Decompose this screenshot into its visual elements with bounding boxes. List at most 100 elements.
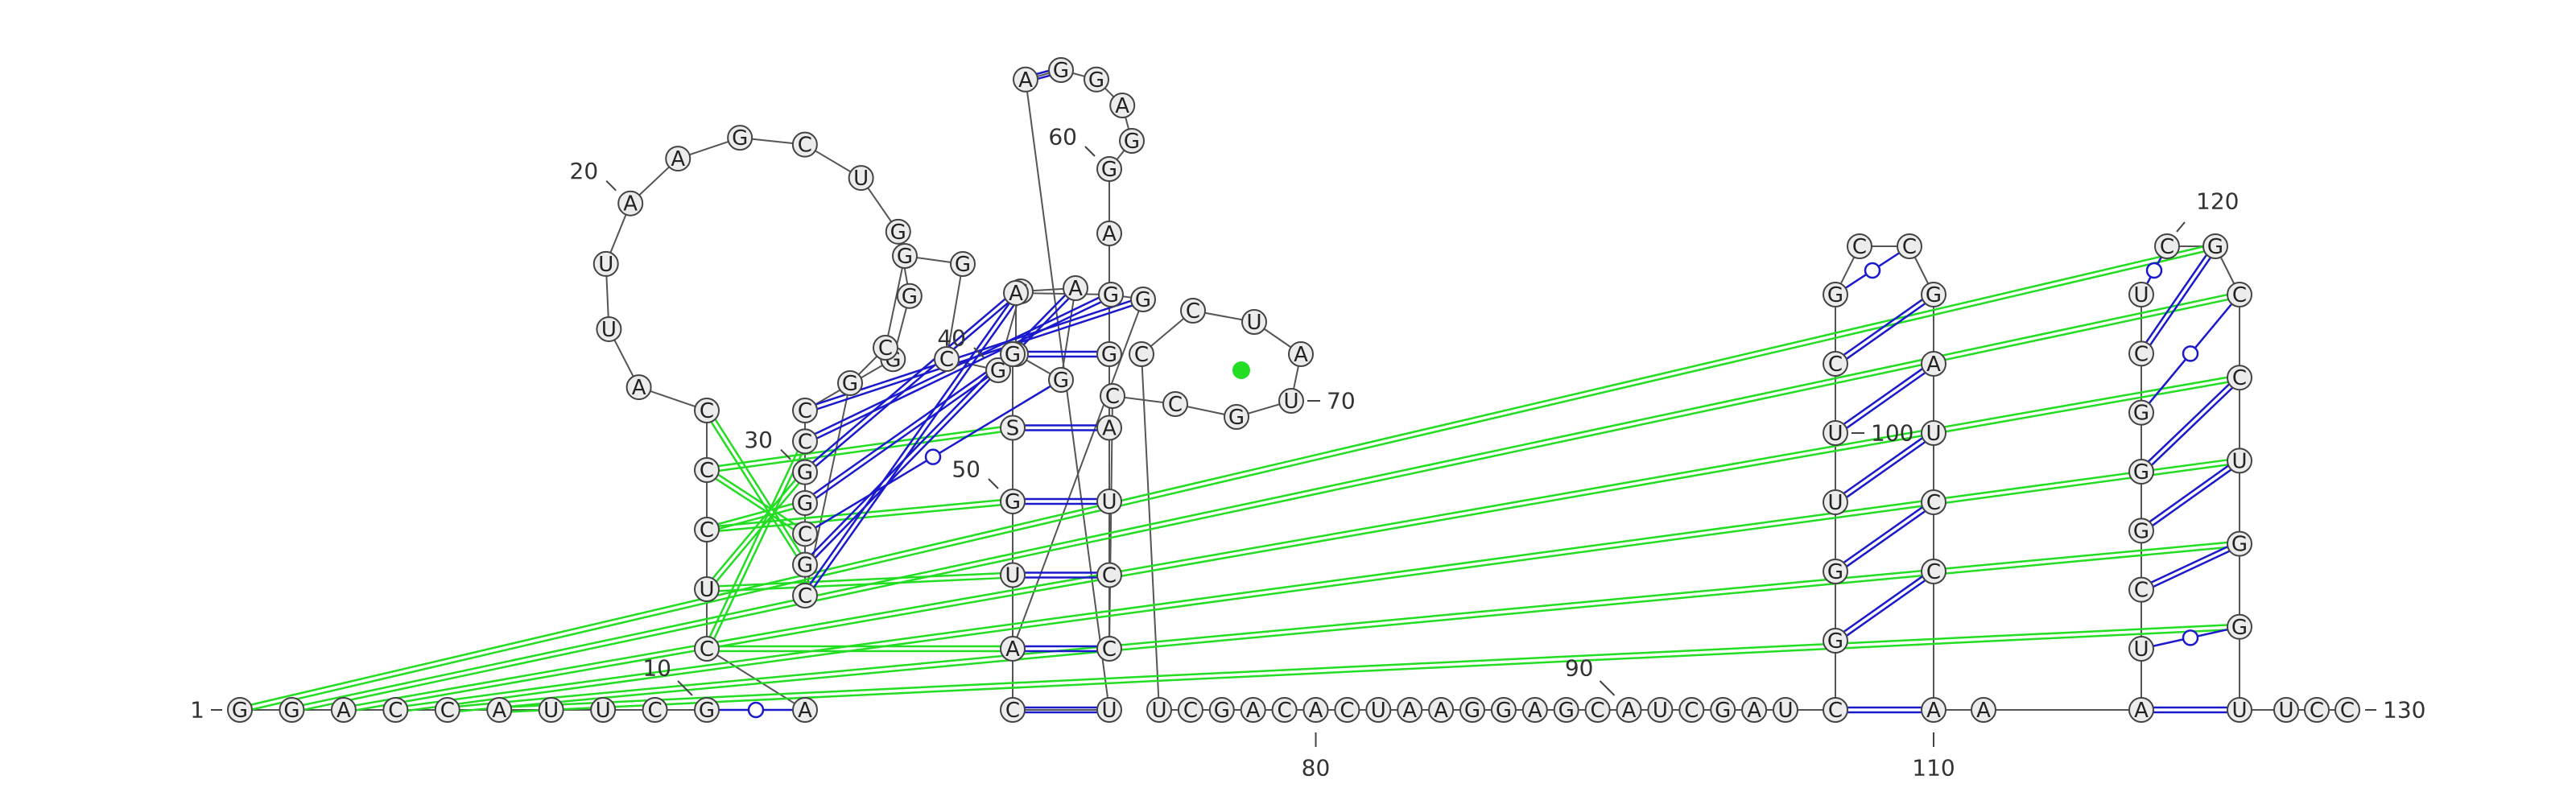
nucleotide-letter: C xyxy=(1591,699,1605,723)
nucleotide-letter: C xyxy=(2160,235,2174,259)
nucleotide: G xyxy=(792,551,818,578)
nucleotide: U xyxy=(2128,282,2154,307)
nucleotide-letter: G xyxy=(1827,629,1843,654)
pseudoknot-pair-line xyxy=(303,293,2227,707)
nucleotide: G xyxy=(1130,287,1156,312)
nucleotide: C xyxy=(1847,233,1872,259)
nucleotide: A xyxy=(1921,697,1946,723)
nucleotide: G xyxy=(885,218,911,245)
position-tick xyxy=(988,478,999,489)
nucleotide-letter: C xyxy=(700,637,714,662)
nucleotide: U xyxy=(1000,562,1026,588)
nucleotide-letter: G xyxy=(1005,490,1021,514)
nucleotide: C xyxy=(694,457,720,483)
nucleotide-letter: C xyxy=(1926,491,1941,515)
nucleotide-letter: G xyxy=(2133,519,2149,543)
nucleotide: U xyxy=(592,250,619,277)
nucleotide-letter: C xyxy=(798,584,812,608)
nucleotide-letter: C xyxy=(2134,342,2149,366)
nucleotide: A xyxy=(1741,697,1768,723)
position-label: 80 xyxy=(1302,755,1331,782)
nucleotide-letter: G xyxy=(797,461,813,485)
nucleotide: A xyxy=(486,697,513,723)
nucleotide-letter: C xyxy=(1684,699,1699,723)
nucleotide: C xyxy=(791,131,818,158)
nucleotide-letter: U xyxy=(1827,491,1843,515)
nucleotide-letter: A xyxy=(2134,699,2149,723)
nucleotide: A xyxy=(1063,275,1088,301)
position-label: 90 xyxy=(1565,655,1594,682)
nucleotide: C xyxy=(1000,697,1026,723)
nucleotide: G xyxy=(1048,57,1074,83)
nucleotide-letter: G xyxy=(890,221,906,245)
nucleotide-letter: C xyxy=(700,459,714,483)
position-tick xyxy=(1084,146,1096,157)
nucleotide: C xyxy=(1823,697,1848,723)
nucleotide-letter: A xyxy=(1434,699,1448,723)
position-label: 1 xyxy=(190,697,204,724)
nucleotide-letter: C xyxy=(647,699,662,723)
nucleotide-letter: C xyxy=(798,134,812,158)
nucleotide: G xyxy=(792,490,818,516)
nucleotide: U xyxy=(1823,489,1848,515)
nucleotide: A xyxy=(1428,697,1455,723)
nucleotide-letter: G xyxy=(1827,283,1843,307)
position-tick xyxy=(1599,680,1616,696)
nucleotide: G xyxy=(279,697,305,723)
nucleotide-letter: G xyxy=(1101,343,1117,367)
nucleotide: C xyxy=(1921,489,1946,515)
nucleotide-letter: C xyxy=(1852,235,1867,259)
nucleotide-letter: G xyxy=(1005,343,1021,367)
nucleotide-letter: A xyxy=(1976,699,1991,723)
nucleotide-letter: A xyxy=(1005,637,1020,662)
nucleotide-letter: G xyxy=(1214,699,1230,723)
pseudoknot-pair-line xyxy=(714,419,802,555)
nucleotide-letter: A xyxy=(1246,699,1261,723)
nucleotide: G xyxy=(1490,697,1517,723)
nucleotide-letter: C xyxy=(939,348,954,372)
nucleotide: U xyxy=(1921,420,1946,446)
nucleotide: U xyxy=(538,697,564,723)
wobble-pair-marker xyxy=(2182,629,2199,646)
nucleotide-letter: C xyxy=(2340,699,2355,723)
nucleotide-letter: A xyxy=(1102,222,1117,246)
nucleotide: U xyxy=(590,697,617,723)
nucleotide-letter: A xyxy=(798,699,812,723)
nucleotide: C xyxy=(1096,636,1122,662)
canonical-pair-line xyxy=(2147,383,2230,463)
pseudoknot-pair-line xyxy=(708,451,799,637)
nucleotide-letter: A xyxy=(632,376,646,400)
nucleotide: G xyxy=(1823,628,1848,654)
numbering-tick-layer xyxy=(211,146,2376,747)
nucleotide-letter: C xyxy=(2232,283,2247,307)
nucleotide-letter: A xyxy=(623,192,638,217)
nucleotide-letter: G xyxy=(1053,369,1069,393)
nucleotide-letter: U xyxy=(1827,422,1843,446)
nucleotide: A xyxy=(1000,636,1026,662)
nucleotide: G xyxy=(1048,367,1074,393)
nucleotide: U xyxy=(2128,636,2154,662)
nucleotide-letter: U xyxy=(598,253,613,277)
canonical-pair-line xyxy=(815,302,1009,468)
nucleotide-letter: U xyxy=(2231,449,2247,473)
canonical-pair-line xyxy=(1846,580,1926,637)
nucleotide-letter: G xyxy=(1124,130,1140,154)
nucleotide-letter: G xyxy=(1228,406,1245,430)
nucleotide: A xyxy=(1521,697,1548,723)
nucleotide: A xyxy=(625,374,652,401)
nucleotide-letter: G xyxy=(1135,288,1151,312)
nucleotide: G xyxy=(2227,613,2252,640)
nucleotide: A xyxy=(792,697,818,723)
nucleotide: U xyxy=(1096,697,1122,723)
nucleotide-letter: G xyxy=(955,253,971,277)
nucleotide-letter: G xyxy=(1558,699,1575,723)
nucleotide: G xyxy=(896,283,923,309)
nucleotide-letter: G xyxy=(990,359,1006,383)
pseudoknot-pair-line xyxy=(717,502,794,526)
pseudoknot-pair-line xyxy=(715,482,800,583)
nucleotide: G xyxy=(1553,697,1579,723)
nucleotide-letter: G xyxy=(283,699,299,723)
nucleotide-letter: U xyxy=(1005,564,1020,588)
nucleotide-letter: G xyxy=(897,245,913,269)
nucleotide: G xyxy=(727,125,753,151)
